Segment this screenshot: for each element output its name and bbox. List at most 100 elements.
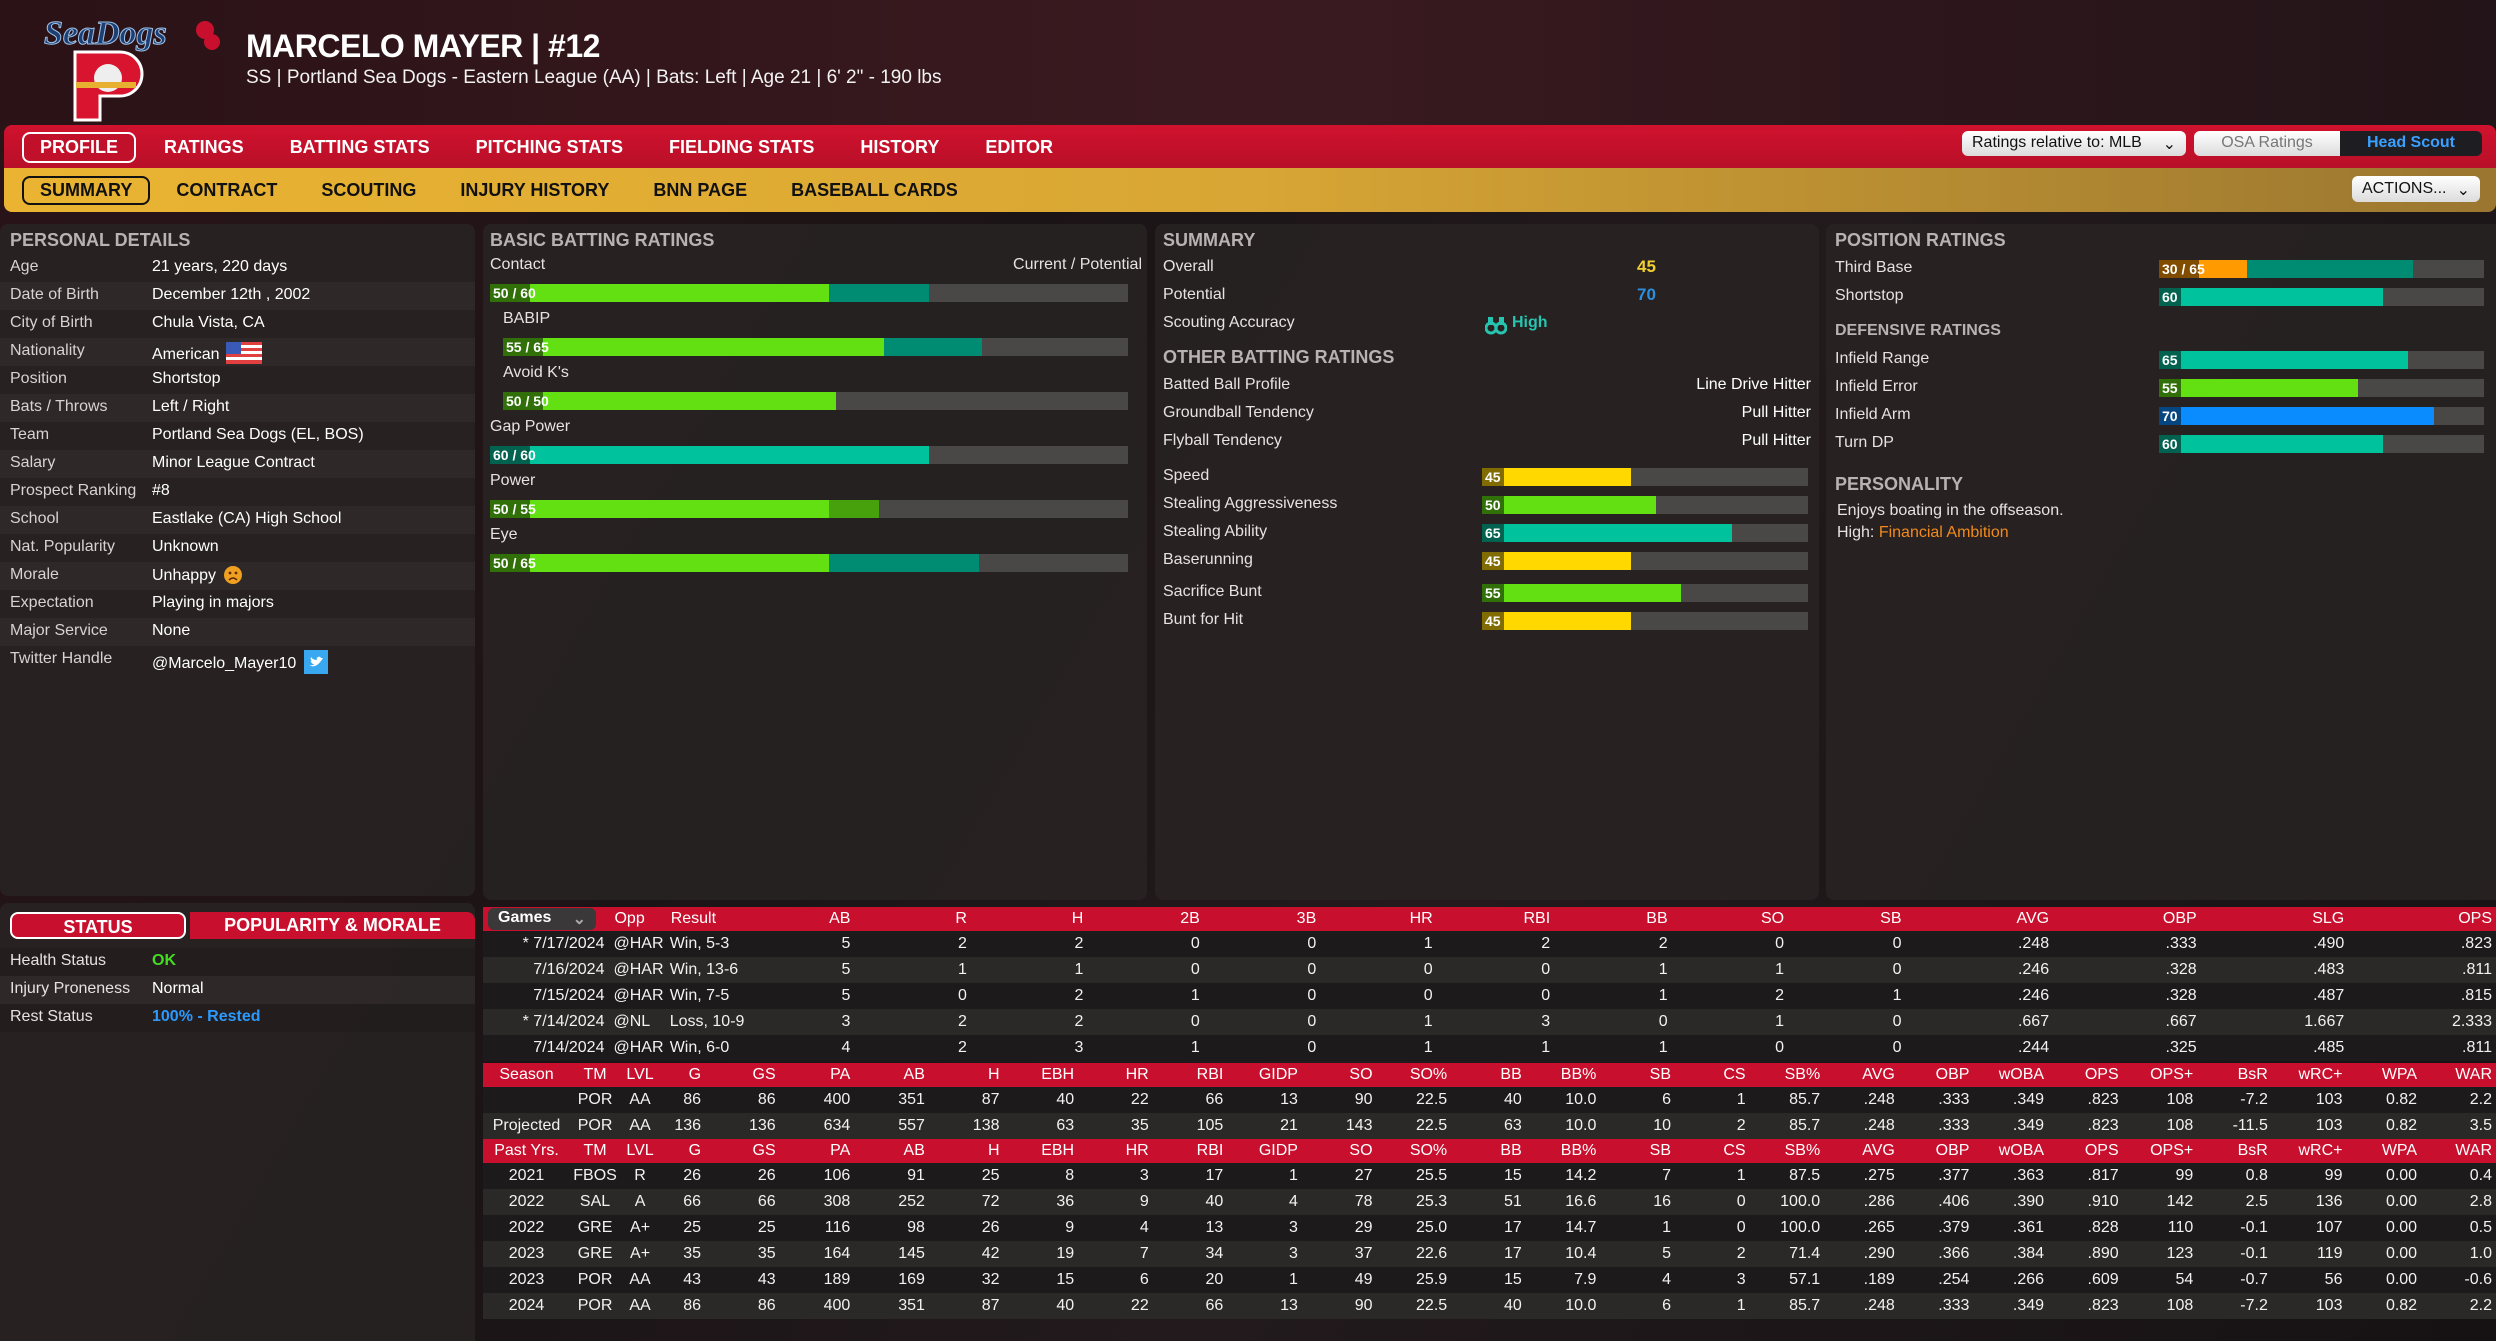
column-header[interactable]: WPA <box>2346 1139 2422 1163</box>
head-scout-toggle[interactable]: Head Scout <box>2340 131 2482 156</box>
column-header[interactable]: OPS+ <box>2122 1139 2198 1163</box>
subtab-baseball-cards[interactable]: BASEBALL CARDS <box>791 179 958 200</box>
game-row[interactable]: 7/14/2024 @HAR Win, 6-0 4 2 3 1 0 1 1 1 0 0.244.325.… <box>483 1035 2496 1061</box>
column-header[interactable]: AB <box>854 1063 929 1087</box>
column-header[interactable]: BsR <box>2197 1139 2272 1163</box>
column-header[interactable]: GS <box>705 1063 780 1087</box>
column-header[interactable]: AVG <box>1905 907 2054 931</box>
column-header[interactable]: OBP <box>1898 1139 1974 1163</box>
column-header[interactable]: OPS <box>2048 1139 2123 1163</box>
game-row[interactable]: * 7/14/2024 @NL Loss, 10-9 3 2 2 0 0 1 3 0 1 0.667.6… <box>483 1009 2496 1035</box>
column-header[interactable]: LVL <box>620 1139 661 1163</box>
column-header[interactable]: EBH <box>1003 1063 1079 1087</box>
column-header[interactable]: wOBA <box>1973 1139 2049 1163</box>
column-header[interactable]: TM <box>570 1063 621 1087</box>
column-header[interactable]: OBP <box>1898 1063 1974 1087</box>
games-dropdown[interactable]: Games ⌄ <box>488 908 596 930</box>
column-header[interactable]: G <box>660 1139 706 1163</box>
ratings-relative-dropdown[interactable]: Ratings relative to: MLB ⌄ <box>1962 131 2186 156</box>
column-header[interactable]: EBH <box>1003 1139 1079 1163</box>
column-header[interactable]: BsR <box>2197 1063 2272 1087</box>
column-header[interactable]: Season <box>483 1063 571 1087</box>
column-header[interactable]: TM <box>570 1139 621 1163</box>
subtab-bnn-page[interactable]: BNN PAGE <box>653 179 748 200</box>
column-header[interactable]: RBI <box>1152 1063 1228 1087</box>
column-header[interactable]: 2B <box>1087 907 1204 931</box>
column-header[interactable]: Result <box>664 907 747 931</box>
subtab-summary[interactable]: SUMMARY <box>22 175 151 205</box>
subtab-scouting[interactable]: SCOUTING <box>321 179 417 200</box>
column-header[interactable]: wRC+ <box>2271 1063 2347 1087</box>
subtab-injury-history[interactable]: INJURY HISTORY <box>460 179 610 200</box>
column-header[interactable]: H <box>928 1063 1004 1087</box>
column-header[interactable]: GS <box>705 1139 780 1163</box>
column-header[interactable]: OBP <box>2053 907 2201 931</box>
subtab-contract[interactable]: CONTRACT <box>176 179 278 200</box>
detail-value-text[interactable]: @Marcelo_Mayer10 <box>152 655 297 672</box>
column-header[interactable]: SLG <box>2200 907 2349 931</box>
column-header[interactable]: WPA <box>2346 1063 2422 1087</box>
column-header[interactable]: wRC+ <box>2271 1139 2347 1163</box>
column-header[interactable]: PA <box>779 1063 855 1087</box>
tab-ratings[interactable]: RATINGS <box>164 136 244 157</box>
column-header[interactable]: AVG <box>1824 1063 1899 1087</box>
column-header[interactable]: SB <box>1788 907 1906 931</box>
column-header[interactable]: BB <box>1554 907 1672 931</box>
column-header[interactable]: wOBA <box>1973 1063 2049 1087</box>
tab-profile[interactable]: PROFILE <box>22 131 137 163</box>
column-header[interactable]: AB <box>854 1139 929 1163</box>
game-row[interactable]: 7/15/2024 @HAR Win, 7-5 5 0 2 1 0 0 0 1 2 1.246.328.… <box>483 983 2496 1009</box>
column-header[interactable]: GIDP <box>1227 1139 1302 1163</box>
column-header[interactable]: SO <box>1671 907 1789 931</box>
column-header[interactable]: R <box>854 907 971 931</box>
tab-fielding-stats[interactable]: FIELDING STATS <box>669 136 815 157</box>
column-header[interactable]: SO <box>1301 1139 1377 1163</box>
column-header[interactable]: HR <box>1078 1139 1153 1163</box>
column-header[interactable]: CS <box>1674 1139 1750 1163</box>
column-header[interactable]: BB <box>1451 1139 1526 1163</box>
tab-pitching-stats[interactable]: PITCHING STATS <box>475 136 624 157</box>
game-row[interactable]: * 7/17/2024 @HAR Win, 5-3 5 2 2 0 0 1 2 2 0 0.248.33… <box>483 931 2496 957</box>
column-header[interactable]: BB% <box>1525 1063 1601 1087</box>
column-header[interactable]: AB <box>746 907 855 931</box>
game-row[interactable]: 7/16/2024 @HAR Win, 13-6 5 1 1 0 0 0 0 1 1 0.246.328… <box>483 957 2496 983</box>
tab-editor[interactable]: EDITOR <box>985 136 1054 157</box>
tab-status[interactable]: STATUS <box>10 912 186 939</box>
column-header[interactable]: SO% <box>1376 1063 1452 1087</box>
column-header[interactable]: SB <box>1600 1063 1675 1087</box>
actions-dropdown[interactable]: ACTIONS... ⌄ <box>2352 176 2480 202</box>
column-header[interactable]: H <box>928 1139 1004 1163</box>
column-header[interactable]: 3B <box>1203 907 1321 931</box>
column-header[interactable]: SO% <box>1376 1139 1452 1163</box>
column-header[interactable]: SO <box>1301 1063 1377 1087</box>
column-header[interactable]: RBI <box>1152 1139 1228 1163</box>
column-header[interactable]: Past Yrs. <box>483 1139 571 1163</box>
osa-ratings-toggle[interactable]: OSA Ratings <box>2194 131 2340 156</box>
column-header[interactable]: OPS <box>2048 1063 2123 1087</box>
column-header[interactable]: LVL <box>620 1063 661 1087</box>
column-header[interactable]: RBI <box>1436 907 1555 931</box>
column-header[interactable]: SB% <box>1749 1139 1825 1163</box>
section-title: PERSONALITY <box>1835 474 1964 494</box>
column-header[interactable]: SB% <box>1749 1063 1825 1087</box>
column-header[interactable]: H <box>970 907 1088 931</box>
column-header[interactable]: OPS+ <box>2122 1063 2198 1087</box>
tab-history[interactable]: HISTORY <box>860 136 940 157</box>
column-header[interactable]: PA <box>779 1139 855 1163</box>
column-header[interactable]: HR <box>1078 1063 1153 1087</box>
tab-popularity-morale[interactable]: POPULARITY & MORALE <box>190 912 475 939</box>
column-header[interactable]: G <box>660 1063 706 1087</box>
column-header[interactable]: AVG <box>1824 1139 1899 1163</box>
column-header[interactable]: OPS <box>2348 907 2496 931</box>
tab-batting-stats[interactable]: BATTING STATS <box>289 136 430 157</box>
column-header[interactable]: CS <box>1674 1063 1750 1087</box>
column-header[interactable]: GIDP <box>1227 1063 1302 1087</box>
column-header[interactable]: WAR <box>2421 1063 2496 1087</box>
column-header[interactable]: SB <box>1600 1139 1675 1163</box>
twitter-icon[interactable] <box>304 650 329 674</box>
column-header[interactable]: BB <box>1451 1063 1526 1087</box>
column-header[interactable]: BB% <box>1525 1139 1601 1163</box>
column-header[interactable]: Opp <box>608 907 665 931</box>
column-header[interactable]: WAR <box>2421 1139 2496 1163</box>
column-header[interactable]: HR <box>1320 907 1437 931</box>
